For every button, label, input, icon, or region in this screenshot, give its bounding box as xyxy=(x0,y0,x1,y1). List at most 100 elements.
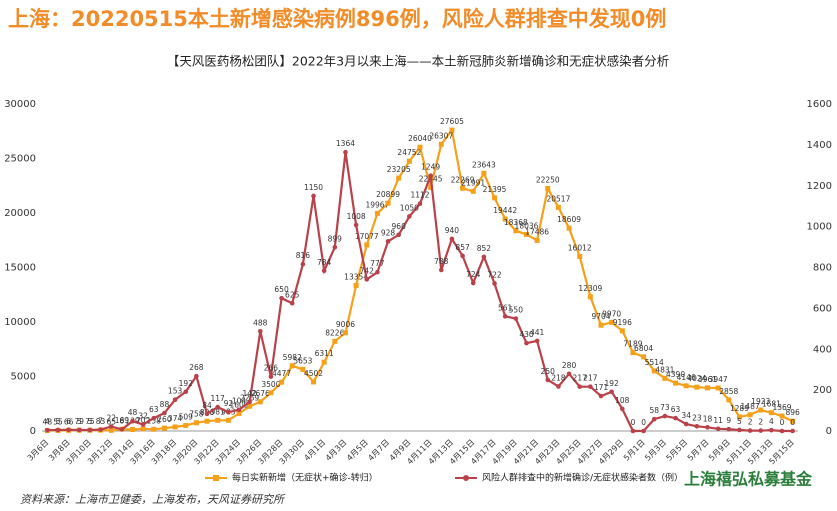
value-label: 23205 xyxy=(387,165,411,174)
value-label: 2858 xyxy=(719,387,738,396)
value-label: 21395 xyxy=(483,185,507,194)
value-label: 3947 xyxy=(709,375,728,384)
y2-tick-label: 1000 xyxy=(807,222,832,233)
point xyxy=(247,399,252,405)
value-label: 1923 xyxy=(751,397,770,406)
value-label: 960 xyxy=(392,222,407,231)
point xyxy=(300,261,306,267)
value-label: 5514 xyxy=(645,358,664,367)
value-label: 5 xyxy=(737,417,742,426)
point xyxy=(353,282,359,288)
value-label: 1249 xyxy=(421,163,440,172)
point xyxy=(385,200,391,206)
point xyxy=(609,319,615,325)
value-label: 63 xyxy=(149,405,159,414)
value-label: 1609 xyxy=(229,400,248,409)
point xyxy=(513,228,519,234)
point xyxy=(353,222,359,228)
value-label: 104 xyxy=(232,397,247,406)
point xyxy=(225,417,231,423)
value-label: 561 xyxy=(498,303,513,312)
value-label: 4024 xyxy=(687,374,706,383)
value-label: 202 xyxy=(136,416,151,425)
value-label: 784 xyxy=(317,258,332,267)
legend-label: 风险人群排查中的新增确诊/无症状感染者数（例） xyxy=(482,472,683,484)
point xyxy=(715,385,721,391)
value-label: 192 xyxy=(604,379,619,388)
value-label: 11 xyxy=(713,416,723,425)
value-label: 24752 xyxy=(397,148,421,157)
value-label: 6804 xyxy=(634,344,653,353)
value-label: 22269 xyxy=(451,175,475,184)
value-label: 0 xyxy=(631,418,636,427)
point xyxy=(460,253,465,259)
y-tick-label: 15000 xyxy=(4,263,36,274)
point xyxy=(98,427,103,432)
x-tick-label: 3月6日 xyxy=(26,438,51,463)
point xyxy=(747,428,753,433)
value-label: 5653 xyxy=(293,356,312,365)
value-label: 928 xyxy=(381,228,396,237)
point xyxy=(183,389,189,395)
point xyxy=(555,204,561,210)
point xyxy=(161,425,167,431)
y-tick-label: 25000 xyxy=(4,154,36,165)
chart-title: 上海：20220515本土新增感染病例896例，风险人群排查中发现0例 xyxy=(8,7,666,31)
point xyxy=(779,428,785,434)
value-label: 266 xyxy=(264,364,279,373)
point xyxy=(194,373,199,379)
point xyxy=(630,350,636,356)
value-label: 73 xyxy=(660,403,670,412)
x-tick-label: 5月3日 xyxy=(643,438,668,463)
value-label: 158 xyxy=(147,416,162,425)
point xyxy=(215,417,221,423)
value-label: 722 xyxy=(487,270,502,279)
x-tick-label: 4月7日 xyxy=(366,438,391,463)
point xyxy=(226,409,231,415)
value-label: 0 xyxy=(780,418,785,427)
point xyxy=(332,244,338,250)
value-label: 20517 xyxy=(546,194,570,203)
value-label: 48 xyxy=(43,417,53,426)
y-tick-label: 10000 xyxy=(4,317,36,328)
value-label: 1289 xyxy=(730,404,749,413)
point xyxy=(332,338,338,344)
point xyxy=(172,424,178,430)
value-label: 18609 xyxy=(557,215,581,224)
y2-tick-label: 600 xyxy=(813,303,832,314)
point xyxy=(598,322,604,328)
value-label: 5 xyxy=(88,417,93,426)
y-tick-label: 20000 xyxy=(4,208,36,219)
point xyxy=(268,390,274,396)
value-label: 488 xyxy=(253,318,268,327)
point xyxy=(428,184,434,190)
point xyxy=(172,397,178,403)
point xyxy=(396,232,402,238)
value-label: 3500 xyxy=(261,380,280,389)
value-label: 65 xyxy=(106,417,116,426)
point xyxy=(545,377,551,383)
point xyxy=(545,185,551,191)
value-label: 0 xyxy=(790,418,795,427)
value-label: 6311 xyxy=(315,349,334,358)
point xyxy=(375,269,380,275)
point xyxy=(704,385,710,391)
value-label: 169 xyxy=(115,416,130,425)
point xyxy=(577,253,583,259)
value-label: 20899 xyxy=(376,190,400,199)
point xyxy=(193,420,199,426)
value-label: 18368 xyxy=(504,218,528,227)
value-label: 4146 xyxy=(677,373,696,382)
value-label: 8 xyxy=(119,416,124,425)
point xyxy=(215,404,220,410)
value-label: 1369 xyxy=(772,403,791,412)
value-label: 63 xyxy=(671,405,681,414)
value-label: 5 xyxy=(77,417,82,426)
point xyxy=(470,280,476,286)
value-label: 4831 xyxy=(655,365,674,374)
y-tick-label: 5000 xyxy=(11,372,36,383)
value-label: 940 xyxy=(445,226,460,235)
value-label: 742 xyxy=(360,266,375,275)
source: 资料来源：上海市卫健委，上海发布，天风证券研究所 xyxy=(20,493,286,506)
point xyxy=(76,427,82,433)
